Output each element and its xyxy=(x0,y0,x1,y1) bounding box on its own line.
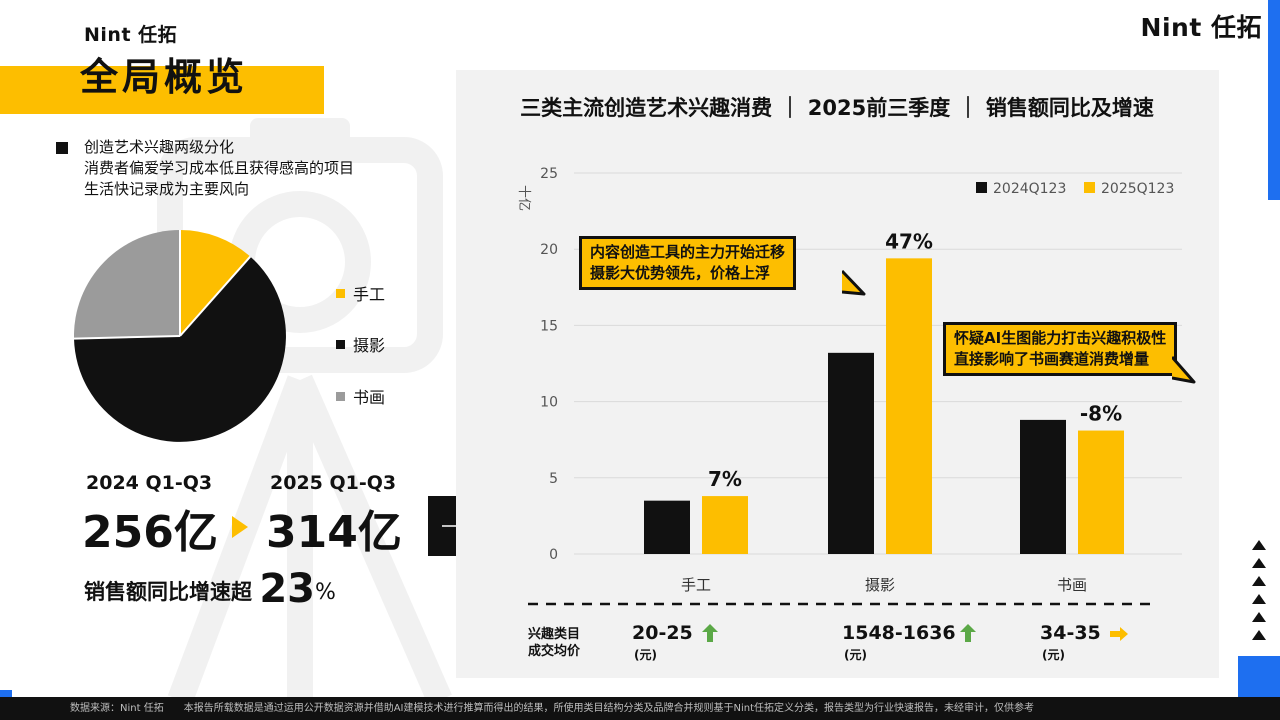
y-tick-label: 20 xyxy=(540,242,558,258)
growth-unit: % xyxy=(314,580,336,605)
legend-swatch-grey xyxy=(336,391,345,401)
y-tick-label: 25 xyxy=(540,166,558,182)
bar-2024 xyxy=(828,352,874,554)
footer-disclaimer: 数据来源：Nint 任拓 本报告所载数据是通过运用公开数据资源并借助AI建模技术… xyxy=(0,697,1280,720)
y-tick-label: 10 xyxy=(540,395,558,411)
pie-slice-calligraphy xyxy=(74,230,180,339)
bullet-square xyxy=(56,142,68,154)
price-unit: (元) xyxy=(634,648,657,662)
pie-legend-handwork: 手工 xyxy=(336,281,385,305)
arrow-up-icon xyxy=(960,624,976,642)
legend-label: 摄影 xyxy=(353,336,386,355)
legend-label: 2025Q123 xyxy=(1101,181,1174,197)
legend-swatch-black xyxy=(336,339,345,349)
chart-title: 三类主流创造艺术兴趣消费 ｜ 2025前三季度 ｜ 销售额同比及增速 xyxy=(520,96,1154,120)
legend-swatch-yellow xyxy=(336,288,345,298)
growth-data-label: 7% xyxy=(708,467,742,491)
growth-prefix: 销售额同比增速超 xyxy=(84,580,252,604)
callout-line: 直接影响了书画赛道消费增量 xyxy=(954,350,1150,368)
legend-swatch xyxy=(976,182,987,193)
callout-calligraphy: 怀疑AI生图能力打击兴趣积极性 直接影响了书画赛道消费增量 xyxy=(943,322,1178,376)
growth-statement: 销售额同比增速超 23% xyxy=(84,566,336,612)
callout-line: 摄影大优势领先，价格上浮 xyxy=(590,264,771,282)
brand-logo-small: Nint 任拓 xyxy=(84,24,178,46)
summary-text: 创造艺术兴趣两级分化 消费者偏爱学习成本低且获得感高的项目 生活快记录成为主要风… xyxy=(84,137,354,200)
callout-pointer xyxy=(1172,356,1196,384)
legend-swatch xyxy=(1084,182,1095,193)
total-2025-value: 314亿 xyxy=(266,507,402,558)
bar-2024 xyxy=(644,500,690,554)
callout-line: 怀疑AI生图能力打击兴趣积极性 xyxy=(954,329,1167,347)
pie-legend-calligraphy: 书画 xyxy=(336,384,385,408)
arrow-right-icon xyxy=(232,516,248,538)
bar-2025 xyxy=(1078,430,1124,554)
growth-data-label: 47% xyxy=(885,229,933,253)
price-handwork: 20-25 xyxy=(632,622,693,644)
legend-label: 书画 xyxy=(353,388,386,407)
bar-2025 xyxy=(702,496,748,554)
x-tick-label: 书画 xyxy=(1057,576,1087,594)
period-2025: 2025 Q1-Q3 xyxy=(270,472,397,494)
bar-2024 xyxy=(1020,419,1066,554)
price-label-line: 成交均价 xyxy=(528,644,581,659)
y-axis-label: 十亿 xyxy=(516,185,531,211)
legend-label: 手工 xyxy=(353,285,386,304)
summary-heading: 创造艺术兴趣两级分化 xyxy=(84,138,235,156)
total-2024-value: 256亿 xyxy=(82,507,218,558)
pie-slice-handwork xyxy=(180,230,251,336)
price-label-line: 兴趣类目 xyxy=(528,627,581,642)
legend-label: 2024Q123 xyxy=(993,181,1066,197)
x-tick-label: 手工 xyxy=(681,576,711,594)
page-title: 全局概览 xyxy=(80,55,249,99)
price-row-label: 兴趣类目 成交均价 xyxy=(528,626,580,660)
pie-legend-photography: 摄影 xyxy=(336,332,385,356)
summary-line: 生活快记录成为主要风向 xyxy=(84,180,250,198)
price-calligraphy: 34-35 xyxy=(1040,622,1101,644)
callout-pointer xyxy=(842,270,866,296)
footer-text: 数据来源：Nint 任拓 本报告所载数据是通过运用公开数据资源并借助AI建模技术… xyxy=(70,703,1035,714)
price-photography: 1548-1636 xyxy=(842,622,956,644)
brand-logo: Nint 任拓 xyxy=(1140,13,1262,42)
growth-value: 23 xyxy=(259,566,315,612)
x-tick-label: 摄影 xyxy=(865,576,895,594)
callout-line: 内容创造工具的主力开始迁移 xyxy=(590,243,786,261)
arrow-up-icon xyxy=(702,624,718,642)
price-unit: (元) xyxy=(844,648,867,662)
category-share-pie-chart xyxy=(74,230,286,442)
callout-photography: 内容创造工具的主力开始迁移 摄影大优势领先，价格上浮 xyxy=(579,236,797,290)
y-tick-label: 0 xyxy=(549,547,558,563)
price-unit: (元) xyxy=(1042,648,1065,662)
period-2024: 2024 Q1-Q3 xyxy=(86,472,213,494)
growth-data-label: -8% xyxy=(1080,402,1122,426)
sales-bar-chart: 三类主流创造艺术兴趣消费 ｜ 2025前三季度 ｜ 销售额同比及增速 0 5 10 15… xyxy=(516,96,1182,606)
pie-slice-photography xyxy=(74,256,286,442)
accent-stripe xyxy=(1268,0,1280,200)
summary-line: 消费者偏爱学习成本低且获得感高的项目 xyxy=(84,159,355,177)
arrow-right-icon xyxy=(1110,627,1128,641)
y-tick-label: 5 xyxy=(549,471,558,487)
title-highlight-bar xyxy=(0,66,324,114)
decorative-triangles xyxy=(1252,540,1266,640)
bar-2025 xyxy=(886,258,932,554)
y-tick-label: 15 xyxy=(540,318,558,334)
